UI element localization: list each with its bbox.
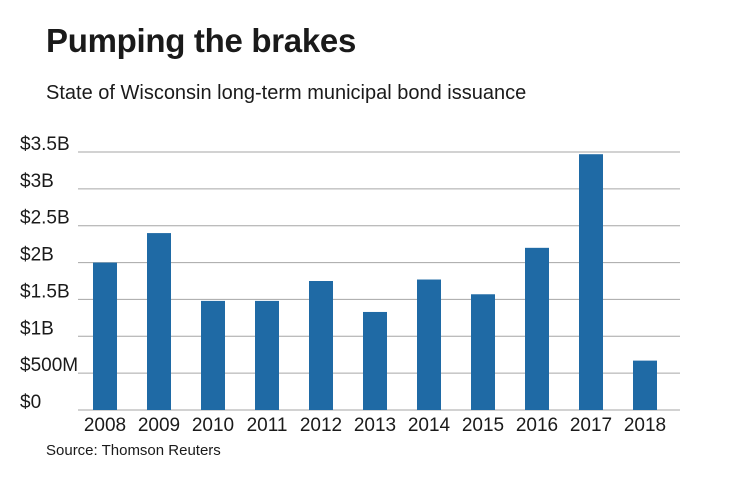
bar-2013 — [363, 311, 387, 410]
bar-2017 — [579, 154, 603, 410]
source-note: Source: Thomson Reuters — [46, 442, 221, 459]
bar-2016 — [525, 247, 549, 410]
y-tick-label: $2B — [20, 245, 54, 266]
bars — [93, 154, 657, 410]
bar-2011 — [255, 300, 279, 410]
bar-2015 — [471, 294, 495, 410]
chart-subtitle: State of Wisconsin long-term municipal b… — [46, 82, 527, 104]
bar-2018 — [633, 360, 657, 410]
y-tick-label: $1.5B — [20, 281, 70, 302]
x-tick-label-2018: 2018 — [624, 415, 666, 436]
y-tick-label: $1B — [20, 318, 54, 339]
x-tick-label-2013: 2013 — [354, 415, 396, 436]
bar-2012 — [309, 281, 333, 410]
bar-2014 — [417, 279, 441, 410]
y-tick-label: $3.5B — [20, 134, 70, 155]
y-tick-label: $3B — [20, 171, 54, 192]
bar-2009 — [147, 233, 171, 410]
x-axis-labels: 2008 2009 2010 2011 2012 2013 2014 2015 2016 2017… — [84, 415, 666, 436]
x-tick-label-2015: 2015 — [462, 415, 504, 436]
x-tick-label-2009: 2009 — [138, 415, 180, 436]
bar-2008 — [93, 262, 117, 410]
y-tick-label: $2.5B — [20, 208, 70, 229]
bar-2010 — [201, 300, 225, 410]
chart-title: Pumping the brakes — [46, 22, 357, 59]
x-tick-label-2008: 2008 — [84, 415, 126, 436]
x-tick-label-2016: 2016 — [516, 415, 558, 436]
x-tick-label-2010: 2010 — [192, 415, 234, 436]
y-axis-labels: $0 $500M $1B $1.5B $2B $2.5B $3B $3.5B — [20, 134, 78, 413]
y-tick-label: $0 — [20, 392, 41, 413]
x-tick-label-2012: 2012 — [300, 415, 342, 436]
y-tick-label: $500M — [20, 355, 78, 376]
x-tick-label-2014: 2014 — [408, 415, 451, 436]
x-tick-label-2017: 2017 — [570, 415, 612, 436]
x-tick-label-2011: 2011 — [247, 415, 288, 436]
